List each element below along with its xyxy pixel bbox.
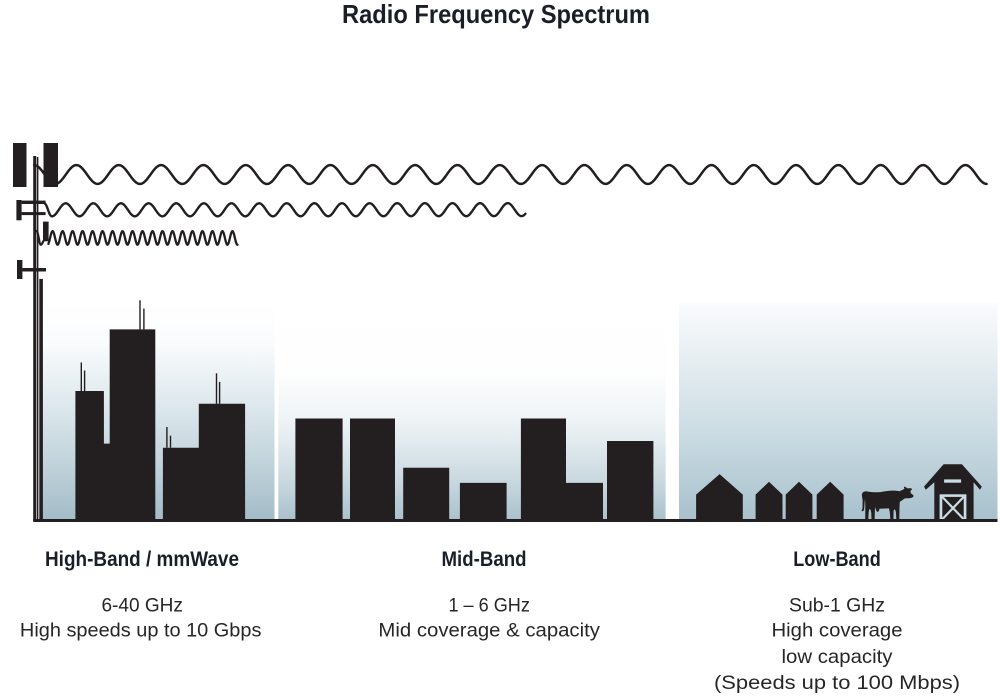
svg-text:Mid coverage & capacity: Mid coverage & capacity	[378, 620, 600, 642]
svg-text:High speeds up to 10 Gbps: High speeds up to 10 Gbps	[20, 620, 262, 642]
svg-text:High-Band / mmWave: High-Band / mmWave	[45, 548, 239, 571]
svg-text:Low-Band: Low-Band	[793, 548, 881, 571]
svg-text:Mid-Band: Mid-Band	[442, 548, 527, 571]
svg-text:6-40 GHz: 6-40 GHz	[101, 595, 183, 617]
svg-text:1 – 6 GHz: 1 – 6 GHz	[448, 595, 530, 617]
svg-text:(Speeds up to 100 Mbps): (Speeds up to 100 Mbps)	[714, 672, 960, 694]
svg-text:Sub-1 GHz: Sub-1 GHz	[789, 595, 885, 617]
svg-text:Radio Frequency Spectrum: Radio Frequency Spectrum	[342, 0, 650, 29]
svg-text:low capacity: low capacity	[782, 646, 893, 668]
svg-text:High coverage: High coverage	[772, 620, 903, 642]
